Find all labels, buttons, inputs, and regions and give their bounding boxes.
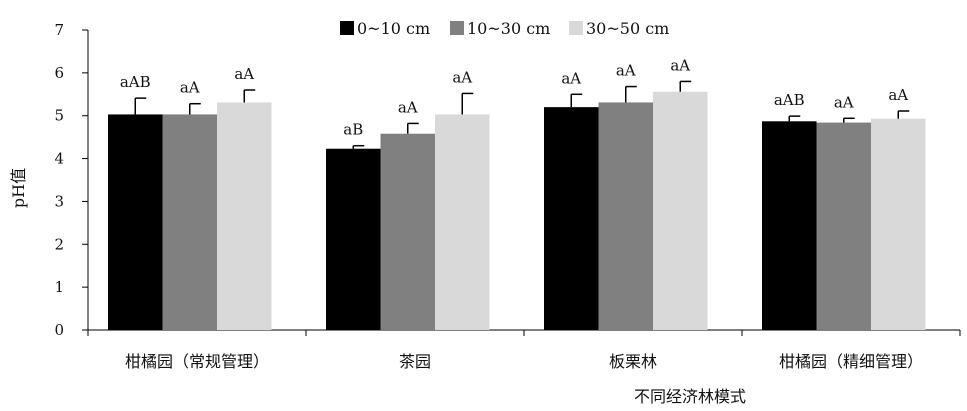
bar-series <box>108 91 926 331</box>
x-category-label: 板栗林 <box>609 352 657 371</box>
legend: 0~10 cm 10~30 cm 30~50 cm <box>340 19 669 38</box>
bar <box>653 91 708 330</box>
y-tick-label: 3 <box>54 192 64 210</box>
x-category-label: 柑橘园（精细管理） <box>779 352 923 371</box>
bar <box>544 107 599 331</box>
x-axis: 柑橘园（常规管理） 茶园 板栗林 柑橘园（精细管理） <box>87 329 961 371</box>
bar <box>380 133 435 330</box>
legend-label: 0~10 cm <box>357 19 430 38</box>
significance-label: aAB <box>120 73 151 91</box>
y-axis-title: pH值 <box>9 168 28 208</box>
significance-label: aB <box>343 121 363 139</box>
error-bars <box>134 80 910 149</box>
legend-label: 30~50 cm <box>586 19 669 38</box>
y-tick-label: 4 <box>54 150 64 168</box>
y-tick-label: 1 <box>54 278 64 296</box>
y-tick-label: 6 <box>54 64 64 82</box>
bar <box>162 114 217 330</box>
significance-label: aA <box>616 62 636 80</box>
significance-label: aA <box>398 98 418 116</box>
legend-swatch <box>450 21 464 35</box>
x-category-label: 茶园 <box>399 352 431 371</box>
legend-swatch <box>569 21 583 35</box>
significance-label: aAB <box>774 91 805 109</box>
bar <box>217 102 272 330</box>
significance-label: aA <box>234 65 254 83</box>
significance-label: aA <box>834 93 854 111</box>
y-tick-label: 5 <box>54 107 64 125</box>
y-tick-label: 0 <box>54 321 64 339</box>
bar <box>762 121 817 331</box>
bar <box>108 114 163 330</box>
significance-label: aA <box>670 56 690 74</box>
bar <box>598 102 653 330</box>
legend-label: 10~30 cm <box>467 19 550 38</box>
bar <box>326 148 381 330</box>
significance-labels: aAB aB aA aAB aA aA aA aA aA aA aA aA <box>120 56 908 138</box>
y-axis: 0 1 2 3 4 5 6 7 <box>54 21 89 339</box>
bar <box>816 122 871 330</box>
bar <box>435 114 490 330</box>
x-axis-title: 不同经济林模式 <box>634 387 746 406</box>
y-tick-label: 2 <box>54 235 64 253</box>
significance-label: aA <box>180 79 200 97</box>
significance-label: aA <box>561 69 581 87</box>
significance-label: aA <box>452 68 472 86</box>
y-tick-label: 7 <box>54 21 64 39</box>
x-category-label: 柑橘园（常规管理） <box>125 352 269 371</box>
significance-label: aA <box>888 86 908 104</box>
bar <box>871 118 926 330</box>
legend-swatch <box>340 21 354 35</box>
